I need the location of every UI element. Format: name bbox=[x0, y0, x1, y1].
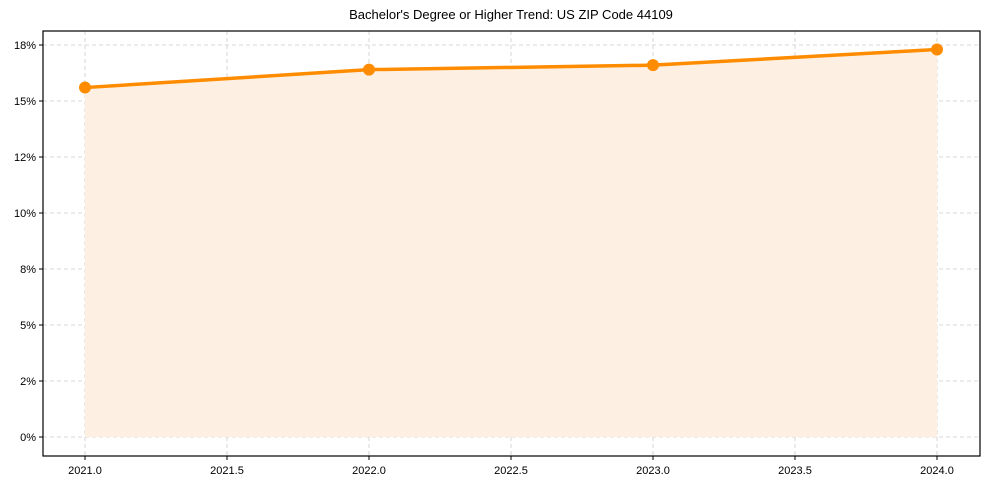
y-tick-label: 5% bbox=[20, 320, 36, 332]
y-axis: 0% 2% 5% 8% 10% 12% 15% 18% bbox=[14, 40, 43, 444]
x-tick-label: 2021.0 bbox=[68, 465, 102, 477]
x-axis: 2021.0 2021.5 2022.0 2022.5 2023.0 2023.5 2024… bbox=[68, 456, 954, 477]
plot-area: 2021.0 2021.5 2022.0 2022.5 2023.0 2023.5 2024… bbox=[14, 30, 981, 477]
data-markers bbox=[79, 43, 943, 94]
x-tick-label: 2024.0 bbox=[920, 465, 954, 477]
chart-title: Bachelor's Degree or Higher Trend: US ZI… bbox=[349, 7, 673, 22]
y-tick-label: 12% bbox=[14, 152, 36, 164]
y-tick-label: 15% bbox=[14, 96, 36, 108]
data-point-marker bbox=[647, 59, 659, 72]
area-fill bbox=[85, 49, 937, 437]
data-line bbox=[84, 47, 938, 90]
y-tick-label: 0% bbox=[20, 432, 36, 444]
x-tick-label: 2022.5 bbox=[494, 465, 528, 477]
x-tick-label: 2023.0 bbox=[636, 465, 670, 477]
data-point-marker bbox=[931, 43, 943, 56]
data-point-marker bbox=[363, 63, 375, 76]
y-tick-label: 8% bbox=[20, 264, 36, 276]
y-tick-label: 2% bbox=[20, 376, 36, 388]
x-tick-label: 2021.5 bbox=[210, 465, 244, 477]
data-point-marker bbox=[79, 81, 91, 94]
x-tick-label: 2023.5 bbox=[778, 465, 812, 477]
y-tick-label: 18% bbox=[14, 40, 36, 52]
x-tick-label: 2022.0 bbox=[352, 465, 386, 477]
y-tick-label: 10% bbox=[14, 208, 36, 220]
